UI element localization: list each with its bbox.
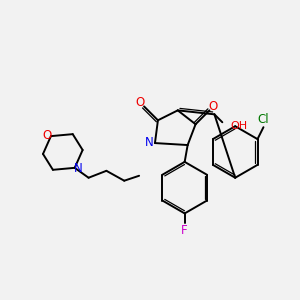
Text: O: O	[209, 100, 218, 113]
Text: N: N	[74, 162, 83, 175]
Text: OH: OH	[230, 121, 248, 131]
Text: F: F	[182, 224, 188, 237]
Text: O: O	[136, 96, 145, 109]
Text: O: O	[42, 129, 52, 142]
Text: Cl: Cl	[258, 113, 269, 126]
Text: N: N	[145, 136, 153, 148]
